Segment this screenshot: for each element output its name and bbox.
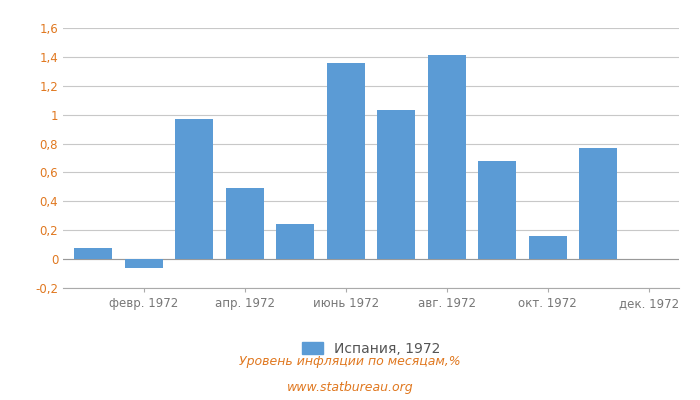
- Text: www.statbureau.org: www.statbureau.org: [287, 382, 413, 394]
- Bar: [478, 161, 516, 259]
- Bar: [125, 259, 162, 268]
- Bar: [327, 63, 365, 259]
- Bar: [377, 110, 415, 259]
- Bar: [580, 148, 617, 259]
- Text: Уровень инфляции по месяцам,%: Уровень инфляции по месяцам,%: [239, 356, 461, 368]
- Bar: [175, 119, 214, 259]
- Bar: [528, 236, 567, 259]
- Bar: [226, 188, 264, 259]
- Bar: [428, 56, 466, 259]
- Bar: [276, 224, 314, 259]
- Bar: [74, 248, 112, 259]
- Legend: Испания, 1972: Испания, 1972: [302, 342, 440, 356]
